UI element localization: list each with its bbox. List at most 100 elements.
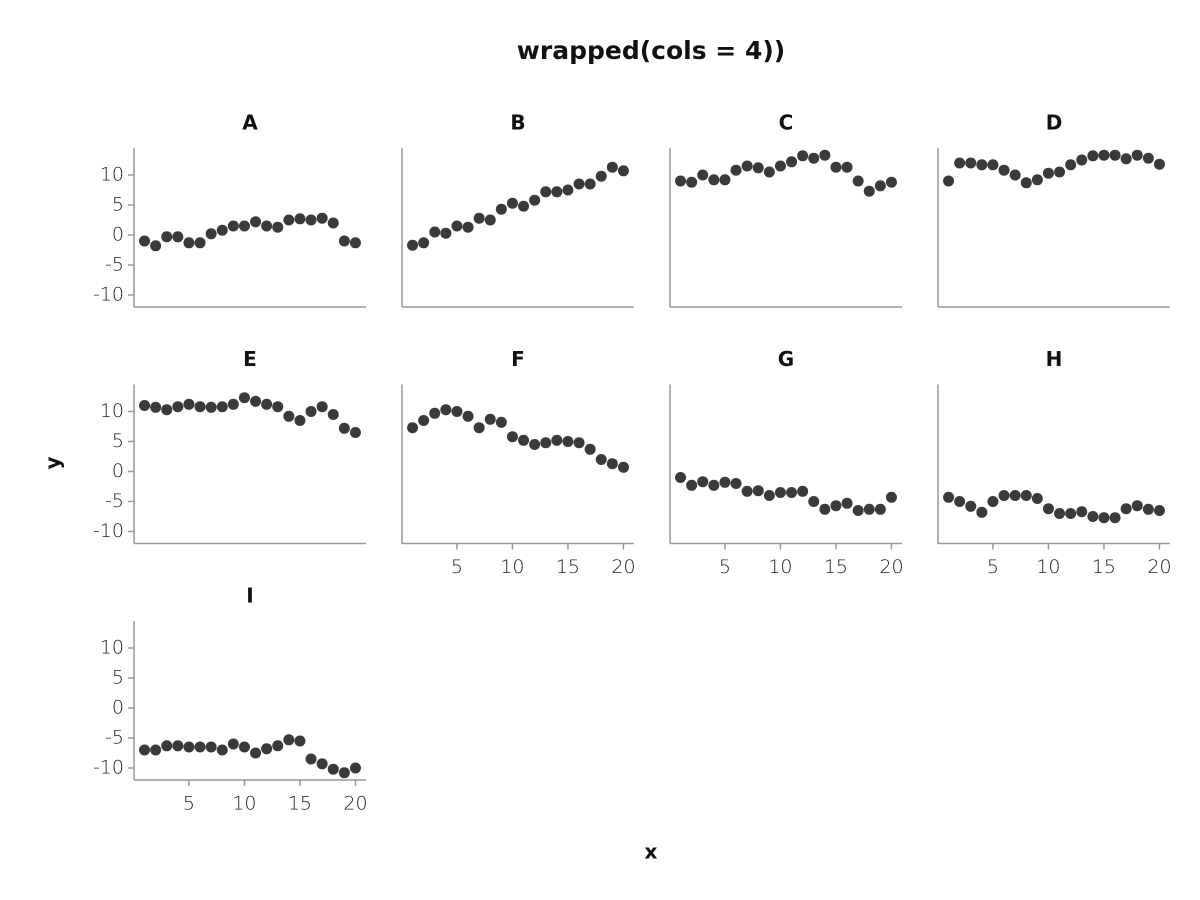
point [473, 422, 485, 434]
point [830, 500, 842, 512]
point [1076, 506, 1088, 518]
point [573, 178, 585, 190]
point [338, 767, 350, 779]
point [1142, 503, 1154, 515]
x-tick-label: 10 [768, 556, 792, 578]
point [227, 738, 239, 750]
point [227, 398, 239, 410]
point [462, 221, 474, 233]
point [686, 176, 698, 188]
y-tick-label: 5 [112, 430, 124, 452]
point [1131, 500, 1143, 512]
point [529, 194, 541, 206]
point [205, 401, 217, 413]
point [540, 437, 552, 449]
x-tick-label: 20 [343, 793, 367, 815]
point [272, 740, 284, 752]
point [161, 740, 173, 752]
point [540, 186, 552, 198]
point [943, 491, 955, 503]
point [830, 161, 842, 173]
x-tick-label: 15 [1092, 556, 1116, 578]
point [294, 735, 306, 747]
point [462, 410, 474, 422]
point [774, 160, 786, 172]
point [885, 176, 897, 188]
point [150, 401, 162, 413]
point [1087, 511, 1099, 522]
point [965, 157, 977, 169]
point [786, 156, 798, 168]
point [584, 178, 596, 190]
point [518, 200, 530, 212]
point [194, 401, 206, 413]
point [863, 185, 875, 197]
point [730, 478, 742, 489]
point [283, 734, 295, 746]
point [216, 744, 228, 756]
point [697, 169, 709, 181]
point [305, 406, 317, 417]
point [316, 401, 328, 413]
point [294, 415, 306, 426]
point [874, 503, 886, 515]
point [808, 152, 820, 164]
point [741, 160, 753, 172]
point [227, 220, 239, 232]
point [708, 174, 720, 186]
point [529, 439, 541, 450]
point [819, 503, 831, 515]
point [250, 747, 262, 759]
panel-title: G [778, 347, 794, 371]
point [429, 407, 441, 419]
point [349, 762, 361, 774]
point [250, 395, 262, 407]
point [1142, 152, 1154, 164]
x-tick-label: 20 [879, 556, 903, 578]
y-tick-label: 5 [112, 667, 124, 689]
x-tick-label: 20 [1147, 556, 1171, 578]
point [606, 161, 618, 173]
point [1042, 503, 1054, 515]
point [294, 213, 306, 225]
point [943, 175, 955, 187]
point [1065, 159, 1077, 171]
panel-title: A [242, 111, 258, 135]
point [606, 458, 618, 470]
point [551, 434, 563, 446]
point [763, 490, 775, 501]
y-tick-label: 10 [100, 637, 124, 659]
point [172, 231, 184, 243]
point [841, 161, 853, 173]
y-tick-label: -10 [93, 757, 124, 779]
point [283, 410, 295, 422]
point [484, 413, 496, 425]
point [595, 454, 607, 465]
point [172, 401, 184, 413]
point [451, 220, 463, 232]
point [1020, 177, 1032, 189]
point [584, 443, 596, 455]
point [440, 227, 452, 239]
point [551, 186, 563, 198]
point [440, 404, 452, 416]
point [1153, 505, 1165, 516]
x-tick-label: 10 [1036, 556, 1060, 578]
point [1054, 508, 1066, 519]
point [283, 214, 295, 226]
y-tick-label: -10 [93, 520, 124, 542]
point [305, 753, 317, 765]
point [808, 496, 820, 507]
y-tick-label: -5 [105, 490, 124, 512]
point [1153, 158, 1165, 170]
point [1109, 512, 1121, 524]
point [675, 175, 687, 187]
point [161, 404, 173, 416]
point [216, 401, 228, 413]
x-axis-label: x [645, 840, 658, 864]
x-tick-label: 15 [288, 793, 312, 815]
panel-title: D [1046, 111, 1063, 135]
y-tick-label: 0 [112, 460, 124, 482]
x-tick-label: 20 [611, 556, 635, 578]
point [1109, 149, 1121, 161]
